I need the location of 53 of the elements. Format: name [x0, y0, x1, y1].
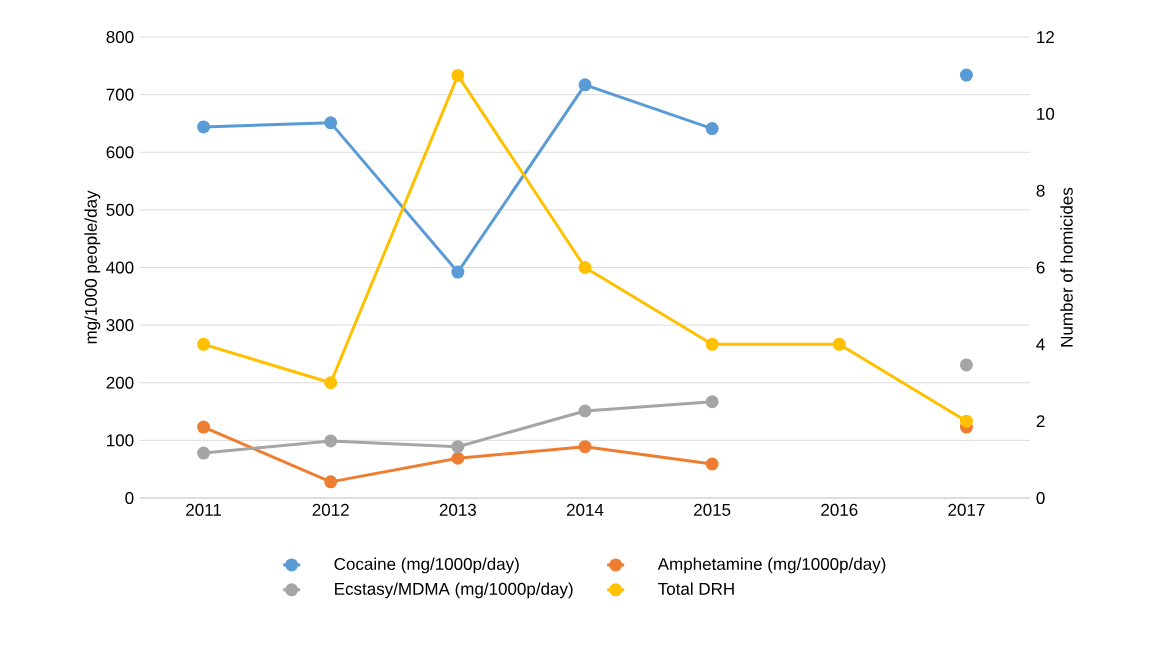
point	[578, 261, 592, 274]
x-tick-label: 2015	[694, 503, 731, 516]
point	[578, 440, 592, 454]
x-tick-label: 2011	[186, 503, 222, 516]
legend-label: Ecstasy/MDMA (mg/1000p/day)	[335, 582, 573, 599]
y-tick-label: 700	[106, 88, 134, 101]
point	[451, 265, 465, 279]
point	[705, 337, 719, 351]
point	[959, 414, 973, 428]
point	[197, 446, 211, 460]
y-tick-label: 200	[106, 376, 134, 389]
y2-tick-label: 12	[1037, 31, 1054, 43]
point	[324, 475, 338, 489]
point	[451, 451, 465, 465]
point	[705, 457, 719, 471]
y2-tick-label: 4	[1036, 338, 1045, 351]
point	[705, 395, 719, 409]
legend-label: Total DRH	[658, 582, 734, 595]
point	[197, 420, 211, 434]
y2-tick-label: 6	[1036, 261, 1045, 274]
point	[705, 122, 719, 136]
point	[324, 376, 338, 390]
y-tick-label: 100	[107, 434, 134, 447]
point	[578, 78, 592, 92]
point	[451, 440, 465, 454]
point	[197, 337, 211, 351]
legend-label: Amphetamine (mg/1000p/day)	[657, 557, 886, 574]
y-tick-label: 400	[106, 261, 134, 274]
point	[959, 68, 973, 82]
point	[959, 358, 973, 372]
y-tick-label: 300	[106, 319, 134, 332]
y-tick-label: 0	[125, 491, 134, 505]
y-tick-label: 500	[106, 203, 134, 216]
y-tick-label: 800	[106, 30, 134, 44]
x-tick-label: 2017	[948, 503, 985, 516]
x-tick-label: 2013	[439, 503, 477, 516]
legend-label: Cocaine (mg/1000p/day)	[334, 557, 519, 574]
y-tick-label: 600	[106, 146, 134, 159]
x-tick-label: 2014	[566, 503, 604, 516]
y2-axis-title: Number of homicides	[1060, 187, 1073, 347]
y2-tick-label: 0	[1036, 491, 1045, 505]
y2-tick-label: 8	[1036, 184, 1045, 197]
point	[578, 404, 592, 418]
point	[197, 120, 211, 134]
x-tick-label: 2016	[821, 503, 858, 516]
y2-tick-label: 2	[1036, 415, 1045, 428]
point	[451, 68, 465, 82]
y2-tick-label: 10	[1037, 107, 1055, 120]
point	[324, 434, 338, 448]
point	[324, 116, 338, 130]
y-axis-title: mg/1000 people/day	[84, 190, 101, 344]
point	[832, 337, 846, 351]
x-tick-label: 2012	[312, 503, 349, 516]
